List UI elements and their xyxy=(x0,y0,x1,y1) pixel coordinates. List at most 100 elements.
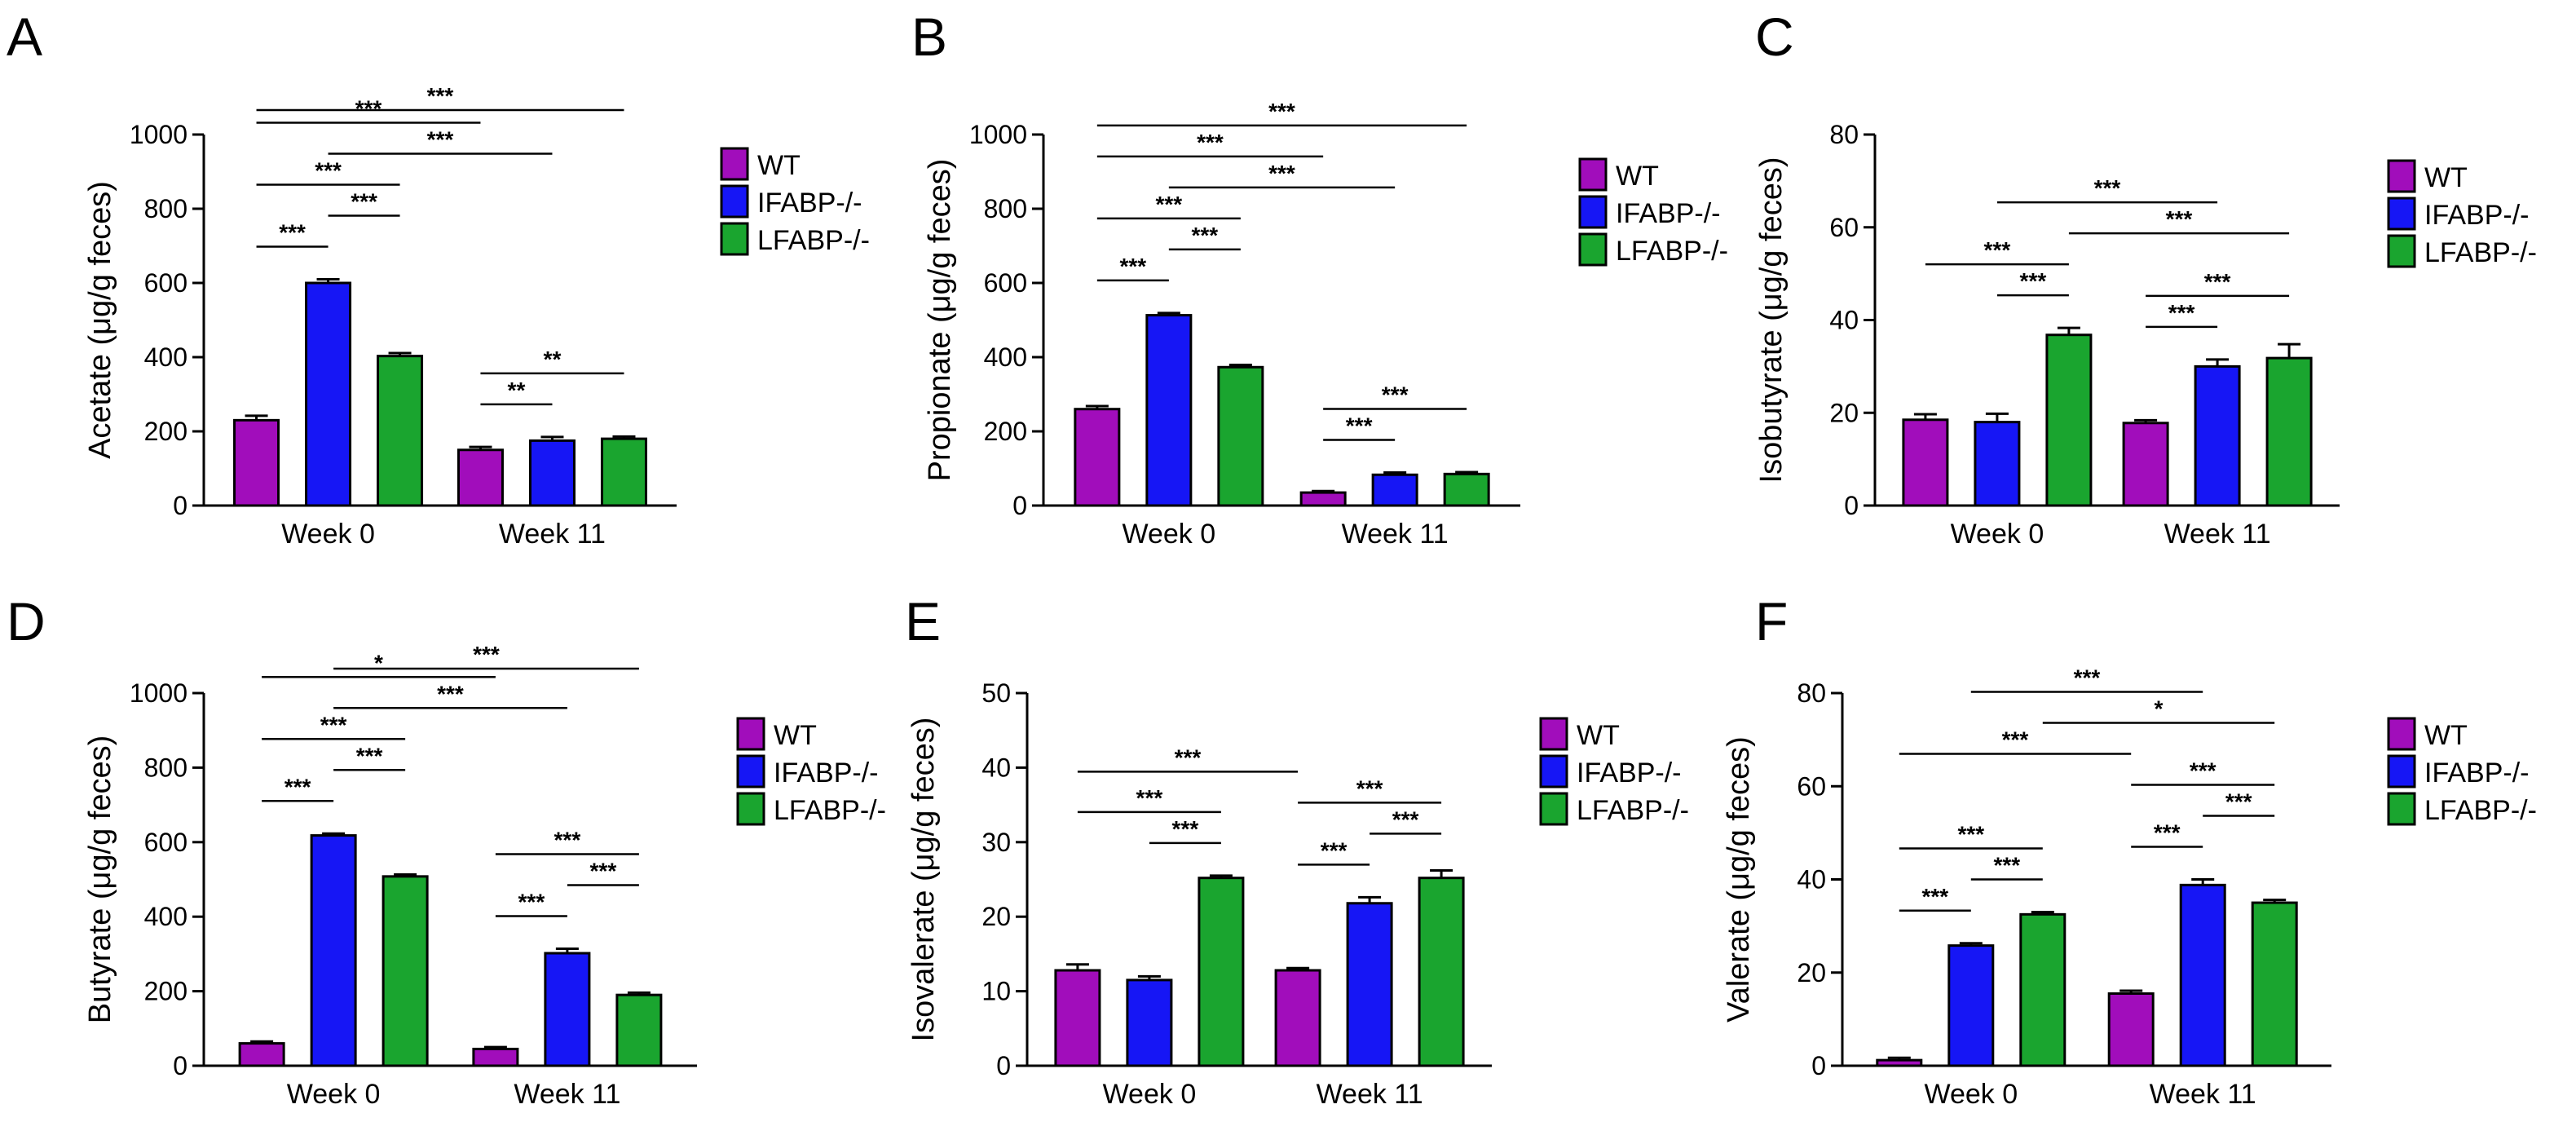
bar-f-ifabp-1 xyxy=(2179,883,2226,1067)
y-axis-label: Isobutyrate (μg/g feces) xyxy=(1754,157,1789,484)
y-tick-label: 600 xyxy=(144,828,187,857)
legend-swatch xyxy=(2387,197,2416,231)
significance-label: *** xyxy=(2002,727,2029,753)
chart-panel-d: D 0 200 400 600 800 1000 Butyrate (μg/g feces) W… xyxy=(7,591,886,1110)
y-tick-label: 600 xyxy=(984,268,1027,298)
y-tick-label: 60 xyxy=(1829,213,1859,242)
significance-label: *** xyxy=(2094,175,2121,201)
significance-label: *** xyxy=(1175,744,1202,770)
y-tick-label: 40 xyxy=(1797,865,1826,895)
significance-label: *** xyxy=(427,126,454,152)
legend-swatch xyxy=(720,184,749,219)
panel-letter: F xyxy=(1755,591,1788,652)
significance-label: *** xyxy=(356,743,383,768)
y-tick-label: 60 xyxy=(1797,771,1826,801)
significance-label: *** xyxy=(554,828,581,853)
legend-label: WT xyxy=(774,720,817,751)
bar-f-lfabp-1 xyxy=(2251,901,2298,1067)
significance-label: *** xyxy=(2020,268,2047,294)
x-category-label: Week 11 xyxy=(499,519,606,550)
bar-d-wt-0 xyxy=(238,1042,285,1067)
y-tick-label: 800 xyxy=(984,194,1027,223)
significance-label: *** xyxy=(351,188,377,214)
y-tick-label: 800 xyxy=(144,753,187,782)
significance-label: *** xyxy=(1382,382,1409,408)
y-axis-label: Butyrate (μg/g feces) xyxy=(83,735,117,1024)
y-tick-label: 0 xyxy=(173,1051,187,1080)
bar-e-wt-1 xyxy=(1274,969,1321,1067)
y-tick-label: 10 xyxy=(981,977,1011,1006)
legend-label: LFABP-/- xyxy=(774,795,886,826)
bar-e-wt-0 xyxy=(1054,969,1101,1067)
x-category-label: Week 0 xyxy=(287,1079,381,1110)
bar-b-ifabp-0 xyxy=(1145,314,1193,507)
legend-swatch xyxy=(2387,792,2416,826)
legend-label: IFABP-/- xyxy=(1616,198,1720,229)
bar-c-wt-1 xyxy=(2122,422,2169,507)
significance-label: *** xyxy=(2225,789,2252,815)
y-axis-label: Propionate (μg/g feces) xyxy=(923,159,957,482)
bar-a-wt-0 xyxy=(233,418,280,507)
y-tick-label: 400 xyxy=(984,342,1027,372)
bar-c-lfabp-0 xyxy=(2045,334,2093,507)
legend-swatch xyxy=(2387,717,2416,751)
y-tick-label: 400 xyxy=(144,902,187,931)
y-axis-label: Acetate (μg/g feces) xyxy=(83,181,117,459)
y-tick-label: 20 xyxy=(1829,398,1859,427)
y-tick-label: 40 xyxy=(1829,306,1859,335)
bar-f-ifabp-0 xyxy=(1947,944,1995,1067)
significance-label: ** xyxy=(508,378,526,403)
bar-d-lfabp-1 xyxy=(615,993,663,1067)
significance-label: *** xyxy=(2168,300,2195,325)
legend-swatch xyxy=(1578,157,1608,192)
x-category-label: Week 11 xyxy=(2150,1079,2256,1110)
bar-d-wt-1 xyxy=(472,1047,519,1067)
legend-swatch xyxy=(736,754,765,788)
y-tick-label: 20 xyxy=(1797,958,1826,987)
significance-label: *** xyxy=(279,219,306,245)
legend-swatch xyxy=(1539,717,1568,751)
legend-label: LFABP-/- xyxy=(757,225,870,256)
bar-a-ifabp-0 xyxy=(305,281,352,507)
significance-label: *** xyxy=(437,681,464,706)
bar-c-wt-0 xyxy=(1902,418,1949,507)
legend-label: LFABP-/- xyxy=(2424,795,2537,826)
bar-c-ifabp-0 xyxy=(1974,421,2021,507)
y-axis-label: Valerate (μg/g feces) xyxy=(1722,736,1756,1023)
bar-a-ifabp-1 xyxy=(528,439,576,507)
bar-e-lfabp-1 xyxy=(1418,877,1465,1067)
y-tick-label: 0 xyxy=(1811,1051,1826,1080)
legend-label: IFABP-/- xyxy=(2424,758,2529,788)
panel-letter: D xyxy=(7,591,46,652)
legend-label: WT xyxy=(757,150,801,181)
bar-c-lfabp-1 xyxy=(2265,356,2313,507)
y-tick-label: 1000 xyxy=(130,120,187,149)
legend-label: IFABP-/- xyxy=(1577,758,1681,788)
significance-label: *** xyxy=(2074,665,2101,691)
significance-label: *** xyxy=(1268,99,1295,124)
y-tick-label: 50 xyxy=(981,678,1011,708)
bar-f-wt-1 xyxy=(2107,992,2155,1067)
significance-label: *** xyxy=(1921,884,1948,909)
x-category-label: Week 0 xyxy=(1103,1079,1197,1110)
legend-swatch xyxy=(720,147,749,181)
bar-e-ifabp-1 xyxy=(1346,902,1393,1067)
chart-panel-f: F 0 20 40 60 80 Valerate (μg/g feces) Week 0 Wee… xyxy=(1722,591,2537,1110)
y-tick-label: 600 xyxy=(144,268,187,298)
legend-label: IFABP-/- xyxy=(757,188,862,219)
chart-panel-e: E 0 10 20 30 40 50 Isovalerate (μg/g feces) Week… xyxy=(905,591,1689,1110)
legend-label: IFABP-/- xyxy=(2424,200,2529,231)
bar-b-wt-0 xyxy=(1074,408,1121,507)
chart-panel-b: B 0 200 400 600 800 1000 Propionate (μg/g feces… xyxy=(911,7,1728,550)
y-tick-label: 1000 xyxy=(969,120,1027,149)
x-category-label: Week 11 xyxy=(1342,519,1449,550)
y-tick-label: 0 xyxy=(173,491,187,520)
legend-label: LFABP-/- xyxy=(1577,795,1689,826)
bar-b-lfabp-1 xyxy=(1443,472,1490,507)
legend-label: IFABP-/- xyxy=(774,758,878,788)
y-tick-label: 20 xyxy=(981,902,1011,931)
significance-label: *** xyxy=(1192,223,1219,248)
bar-b-lfabp-0 xyxy=(1217,365,1264,507)
legend-swatch xyxy=(2387,159,2416,193)
y-tick-label: 0 xyxy=(996,1051,1011,1080)
